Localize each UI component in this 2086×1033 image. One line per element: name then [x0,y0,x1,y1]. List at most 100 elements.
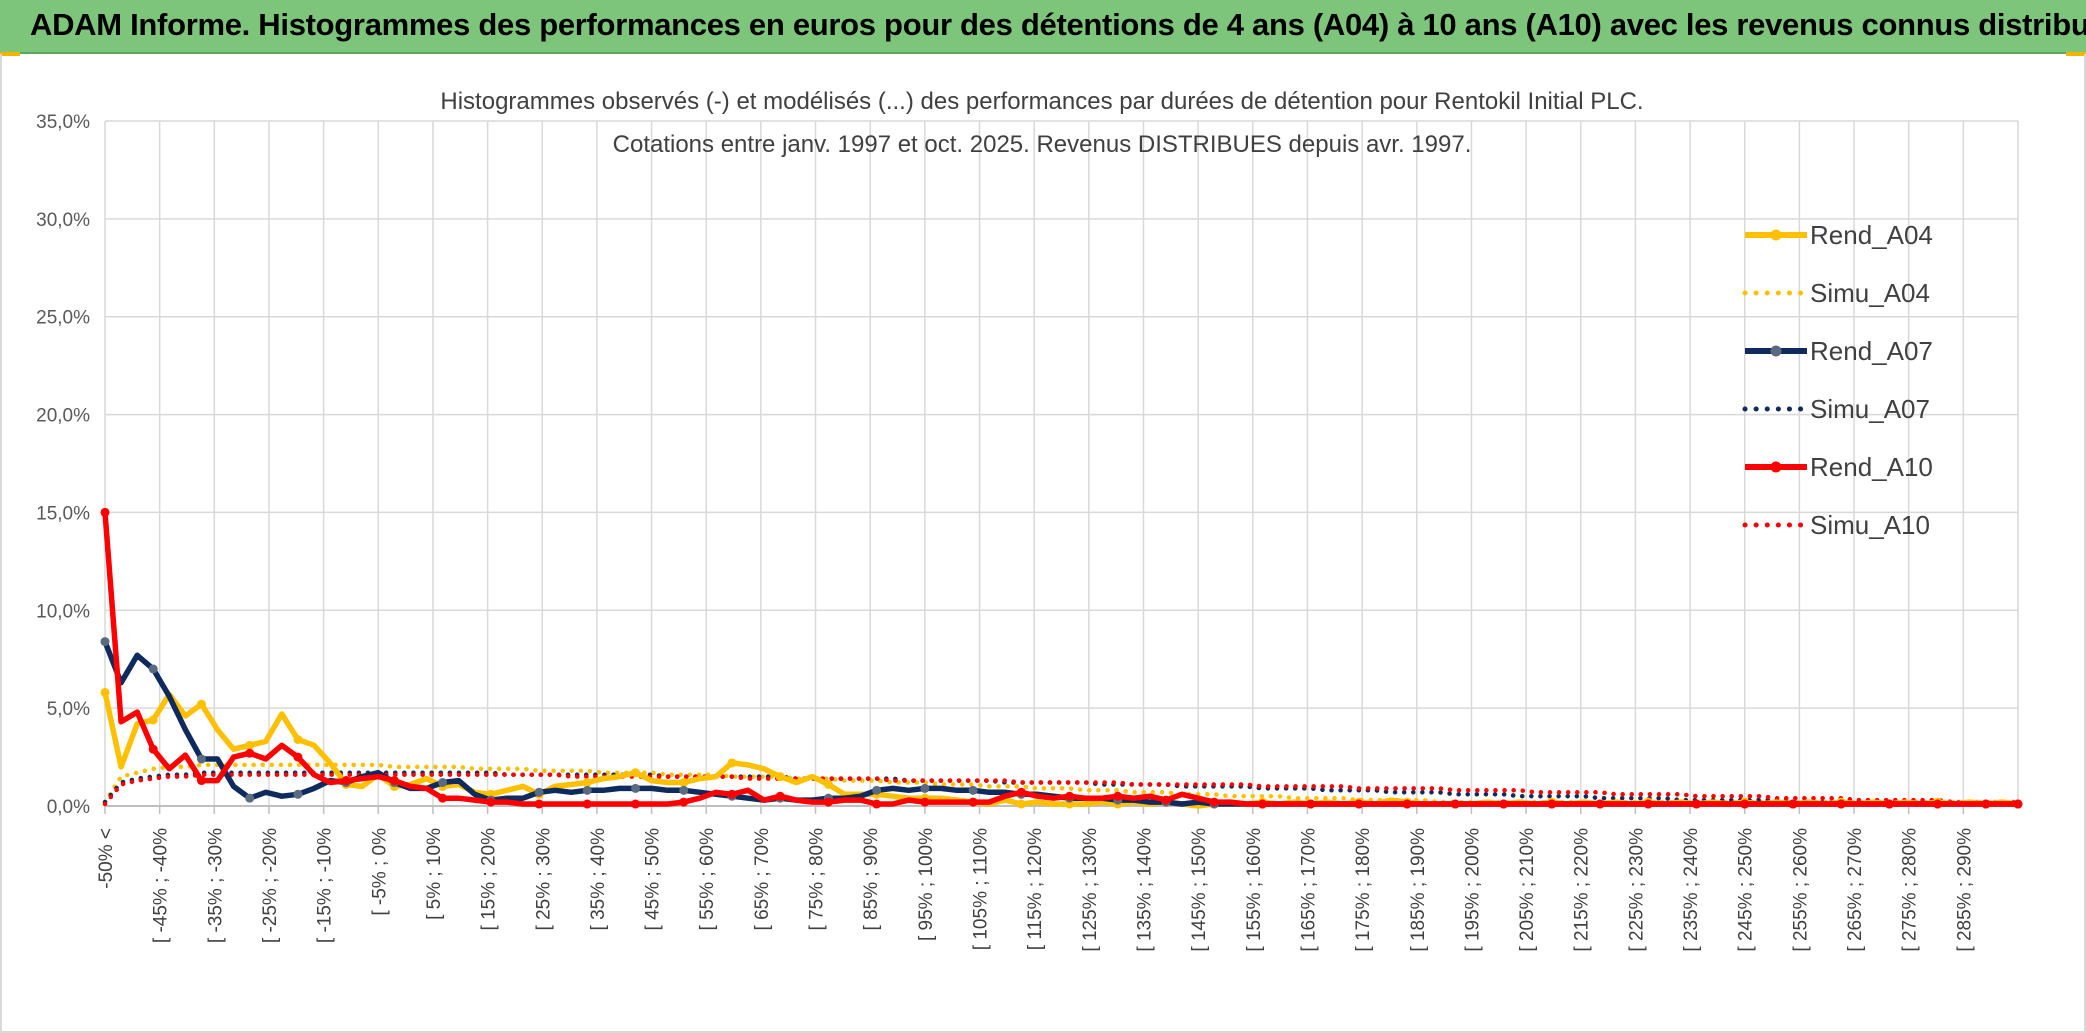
data-point-rend-a04 [293,734,303,744]
legend-label-simu-a10: Simu_A10 [1810,510,1930,540]
gridlines [104,120,2019,807]
data-point-rend-a10 [1547,799,1557,809]
data-point-rend-a10 [245,748,255,758]
data-point-rend-a07 [968,785,978,795]
corner-accent-left [0,52,20,56]
data-point-rend-a10 [1113,791,1123,801]
x-tick-label: [ 105% ; 110% [971,828,992,950]
data-point-rend-a10 [630,799,640,809]
x-tick-label: [ 25% ; 30% [533,828,554,931]
y-tick-label: 0,0% [47,797,90,818]
legend-marker-rend-a07 [1770,345,1782,357]
data-point-rend-a10 [1016,787,1026,797]
x-tick-label: [ 5% ; 10% [424,828,445,920]
data-point-rend-a10 [1933,799,1943,809]
x-tick-label: [ 135% ; 140% [1134,828,1155,952]
chart-frame: Histogrammes observés (-) et modélisés (… [0,54,2086,1033]
chart-title-line-1: Histogrammes observés (-) et modélisés (… [440,88,1643,115]
data-point-rend-a10 [389,776,399,786]
data-point-rend-a07 [679,785,689,795]
data-point-rend-a07 [148,664,158,674]
x-tick-label: [ 285% ; 290% [1954,828,1975,952]
y-tick-label: 35,0% [36,112,90,133]
data-point-rend-a10 [1161,795,1171,805]
data-point-rend-a10 [341,776,351,786]
page-title: ADAM Informe. Histogrammes des performan… [30,7,2086,42]
data-point-rend-a04 [148,715,158,725]
x-tick-label: [ 85% ; 90% [861,828,882,931]
legend-label-simu-a04: Simu_A04 [1810,278,1930,308]
legend-marker-rend-a04 [1770,229,1782,241]
chart-title-group: Histogrammes observés (-) et modélisés (… [440,88,1643,158]
data-point-rend-a07 [196,754,206,764]
chart-title-line-2: Cotations entre janv. 1997 et oct. 2025.… [613,131,1472,158]
data-point-rend-a04 [196,699,206,709]
data-point-rend-a04 [245,740,255,750]
data-point-rend-a07 [534,787,544,797]
x-tick-label: [ -5% ; 0% [369,828,390,916]
series-line-simu-a07 [102,770,2021,805]
x-tick-label: [ 165% ; 170% [1298,828,1319,952]
data-point-rend-a10 [1981,799,1991,809]
x-tick-label: [ 255% ; 260% [1790,828,1811,952]
x-tick-label: -50% < [96,828,117,889]
data-point-rend-a07 [872,785,882,795]
data-point-rend-a10 [1643,799,1653,809]
data-point-rend-a10 [872,799,882,809]
data-point-rend-a10 [1402,799,1412,809]
x-tick-label: [ 125% ; 130% [1080,828,1101,952]
data-point-rend-a10 [1788,799,1798,809]
data-point-rend-a04 [775,772,785,782]
data-point-rend-a10 [2013,799,2023,809]
data-point-rend-a10 [775,791,785,801]
data-point-rend-a07 [630,783,640,793]
x-tick-label: [ 195% ; 200% [1462,828,1483,952]
x-tick-label: [ 205% ; 210% [1517,828,1538,952]
x-tick-label: [ 75% ; 80% [807,828,828,931]
x-tick-label: [ 245% ; 250% [1736,828,1757,952]
data-point-rend-a07 [920,783,930,793]
title-banner: ADAM Informe. Histogrammes des performan… [0,0,2086,54]
x-tick-label: [ 155% ; 160% [1244,828,1265,952]
data-point-rend-a04 [630,768,640,778]
legend: Rend_A04 Simu_A04 Rend_A07 Simu_A07 Rend_A10… [1742,220,1933,540]
series-group [100,507,2023,809]
data-point-rend-a07 [245,793,255,803]
data-point-rend-a10 [582,799,592,809]
legend-marker-rend-a10 [1770,461,1782,473]
data-point-rend-a10 [1836,799,1846,809]
y-tick-label: 25,0% [36,308,90,329]
x-tick-label: [ 265% ; 270% [1845,828,1866,952]
series-line-simu-a10 [102,772,2021,807]
x-tick-label: [ 15% ; 20% [479,828,500,931]
data-point-rend-a07 [293,789,303,799]
data-point-rend-a04 [582,778,592,788]
data-point-rend-a10 [920,797,930,807]
data-point-rend-a10 [1450,799,1460,809]
legend-label-simu-a07: Simu_A07 [1810,394,1930,424]
y-tick-label: 20,0% [36,406,90,427]
corner-accent-right [2066,52,2086,56]
line-chart: Histogrammes observés (-) et modélisés (… [36,88,2023,952]
data-point-rend-a10 [1209,797,1219,807]
x-tick-label: [ 215% ; 220% [1572,828,1593,952]
x-tick-label: [ 35% ; 40% [588,828,609,931]
data-point-rend-a04 [1016,799,1026,809]
y-tick-label: 5,0% [47,699,90,720]
x-tick-label: [ 235% ; 240% [1681,828,1702,952]
y-tick-label: 10,0% [36,601,90,622]
x-tick-label: [ -45% ; -40% [151,828,172,943]
data-point-rend-a10 [196,776,206,786]
data-point-rend-a10 [968,797,978,807]
x-tick-label: [ 45% ; 50% [643,828,664,931]
data-point-rend-a10 [148,744,158,754]
data-point-rend-a10 [100,507,110,517]
x-tick-label: [ 185% ; 190% [1408,828,1429,952]
axes: 0,0% 5,0% 10,0% 15,0% 20,0% 25,0% 30,0% 35,0% -5… [36,112,2018,952]
x-tick-label: [ 55% ; 60% [697,828,718,931]
data-point-rend-a10 [1257,799,1267,809]
data-point-rend-a10 [1354,799,1364,809]
data-point-rend-a07 [582,785,592,795]
data-point-rend-a10 [1065,791,1075,801]
data-point-rend-a10 [727,789,737,799]
